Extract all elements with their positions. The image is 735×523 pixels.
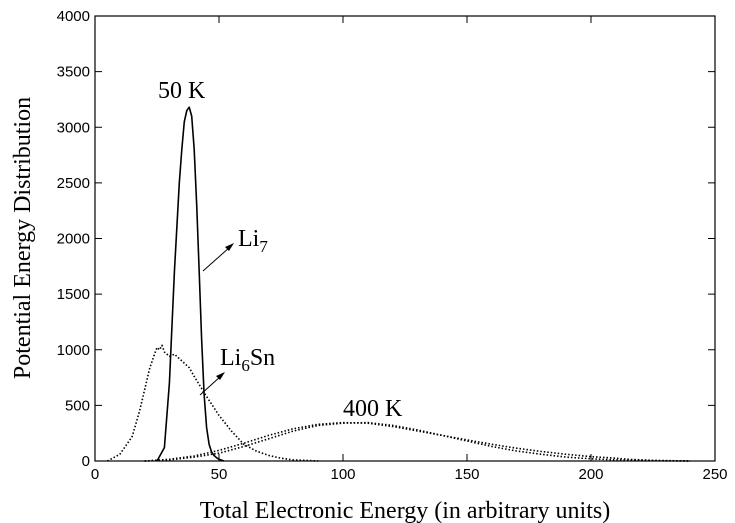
arrowhead-li7 [225,243,234,251]
series-line-1 [107,344,319,462]
annotation-li7-sub: 7 [259,237,268,256]
y-axis-title: Potential Energy Distribution [10,97,36,379]
annotation-50k: 50 K [158,78,206,104]
y-tick-label: 0 [82,453,90,470]
x-tick-label: 0 [91,466,99,483]
annotation-li7: Li7 [238,226,268,256]
x-tick-label: 50 [211,466,228,483]
x-tick-label: 150 [454,466,479,483]
y-tick-label: 1000 [57,342,90,359]
y-tick-label: 500 [65,397,90,414]
annotations: 50 K Li7 Li6Sn 400 K [158,78,403,422]
y-tick-label: 2500 [57,175,90,192]
ticks [94,15,716,462]
arrow-li7 [202,246,231,272]
series-line-2 [144,421,691,462]
y-tick-label: 3500 [57,64,90,81]
annotation-li6sn: Li6Sn [220,345,275,375]
y-tick-label: 3000 [57,119,90,136]
series-group [107,106,691,462]
arrowhead-li6sn [216,372,225,380]
y-tick-label: 2000 [57,231,90,248]
x-axis-title: Total Electronic Energy (in arbitrary un… [200,498,610,523]
annotation-li6sn-sub: 6 [241,356,250,375]
series-line-0 [156,106,225,462]
x-tick-label: 250 [702,466,727,483]
series-line-3 [144,421,691,462]
x-tick-label: 200 [578,466,603,483]
annotation-400k: 400 K [343,396,403,422]
tick-labels: 0 50 100 150 200 2500500100015002000250030003… [57,8,728,483]
annotation-li7-main: Li [238,226,260,252]
x-tick-label: 100 [330,466,355,483]
y-tick-label: 1500 [57,286,90,303]
annotation-li6sn-tail: Sn [250,345,275,371]
arrow-li6sn [199,375,222,396]
annotation-li6sn-main: Li [220,345,242,371]
y-tick-label: 4000 [57,8,90,25]
